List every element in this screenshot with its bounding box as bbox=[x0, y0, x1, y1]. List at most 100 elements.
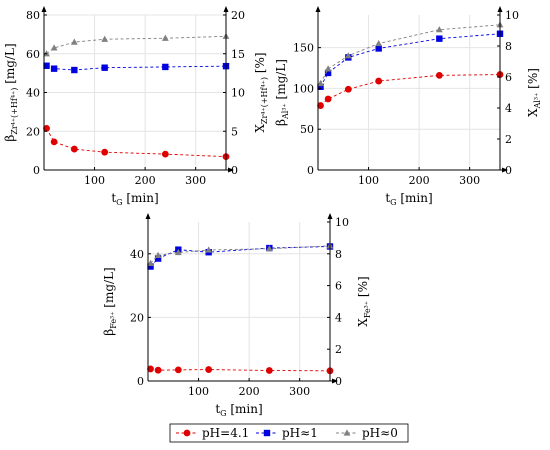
series-circle bbox=[317, 71, 504, 109]
y2-tick-label: 6 bbox=[505, 71, 512, 84]
data-point bbox=[375, 77, 383, 85]
y-tick-label: 100 bbox=[293, 82, 314, 95]
series-triangle bbox=[147, 242, 334, 266]
data-point bbox=[436, 35, 443, 42]
data-point bbox=[101, 64, 108, 71]
data-point bbox=[161, 150, 169, 158]
y2-tick-label: 4 bbox=[505, 102, 512, 115]
chart-fe: 100 200 300 0 20 40 0 2 4 6 8 10 tG [min] βFe³⁺ [mg/L… bbox=[102, 213, 372, 418]
series-circle bbox=[147, 365, 334, 375]
y2-tick-label: 20 bbox=[231, 9, 245, 22]
series-triangle bbox=[43, 32, 230, 57]
legend-entry: pH≈1 bbox=[256, 426, 318, 440]
series-line bbox=[46, 128, 227, 158]
x-tick-label: 300 bbox=[459, 174, 480, 187]
series-square bbox=[43, 62, 230, 74]
y2-tick-label: 8 bbox=[335, 248, 342, 261]
y-axis-arrow bbox=[315, 6, 321, 12]
y2-axis-arrow bbox=[223, 6, 229, 12]
axes bbox=[147, 217, 334, 382]
x-tick-label: 100 bbox=[358, 174, 379, 187]
y2-tick-label: 10 bbox=[505, 9, 519, 22]
legend-entry: pH=4.1 bbox=[176, 426, 249, 440]
series-triangle bbox=[317, 21, 504, 87]
y-tick-label: 20 bbox=[26, 125, 40, 138]
axes bbox=[43, 10, 230, 171]
legend-marker bbox=[183, 429, 191, 437]
data-point bbox=[50, 44, 58, 51]
data-point bbox=[70, 38, 78, 45]
grid bbox=[318, 15, 500, 171]
y2-axis-label: XZr⁴⁺(+Hf⁴⁺) [%] bbox=[253, 52, 269, 132]
data-point bbox=[43, 62, 50, 69]
data-point bbox=[174, 248, 182, 256]
y2-tick-label: 15 bbox=[231, 48, 245, 61]
x-axis-arrow bbox=[502, 167, 508, 173]
y2-axis-arrow bbox=[497, 6, 503, 12]
data-point bbox=[344, 52, 352, 59]
data-point bbox=[265, 367, 273, 374]
y-tick-label: 20 bbox=[130, 311, 144, 324]
data-point bbox=[324, 95, 332, 103]
series-square bbox=[317, 30, 504, 90]
data-point bbox=[71, 66, 78, 74]
data-point bbox=[50, 65, 58, 72]
series-circle bbox=[43, 124, 230, 161]
legend: pH=4.1 pH≈1 pH≈0 bbox=[169, 423, 409, 443]
y2-tick-label: 4 bbox=[335, 311, 342, 324]
y-tick-label: 80 bbox=[26, 9, 40, 22]
chart-zr: 100 200 300 0 20 40 60 80 0 5 10 15 20 tG [min] βZr⁴⁺(… bbox=[3, 6, 269, 207]
y2-axis-label: XAl³⁺ [%] bbox=[526, 68, 542, 117]
data-point bbox=[154, 251, 162, 258]
data-point bbox=[317, 83, 324, 90]
y2-axis-arrow bbox=[327, 213, 333, 219]
y-tick-label: 40 bbox=[130, 248, 144, 261]
data-point bbox=[324, 65, 332, 72]
y-tick-label: 150 bbox=[293, 42, 314, 55]
y2-tick-label: 5 bbox=[231, 125, 238, 138]
y-tick-label: 40 bbox=[26, 87, 40, 100]
data-point bbox=[147, 263, 154, 270]
data-point bbox=[101, 148, 109, 156]
data-point bbox=[154, 366, 162, 374]
chart-al: 100 200 300 0 50 100 150 0 2 4 6 8 10 tG [min] βAl³⁺ [… bbox=[274, 6, 542, 207]
grid bbox=[44, 14, 226, 171]
x-tick-label: 100 bbox=[188, 385, 209, 398]
y-tick-label: 60 bbox=[26, 48, 40, 61]
data-point bbox=[147, 259, 154, 266]
legend-marker bbox=[263, 429, 271, 437]
x-axis-arrow bbox=[332, 378, 338, 384]
data-point bbox=[154, 255, 162, 262]
y-tick-label: 50 bbox=[300, 123, 314, 136]
y2-axis-label: XFe³⁺ [%] bbox=[356, 276, 372, 326]
data-point bbox=[435, 71, 443, 79]
legend-marker bbox=[343, 429, 351, 436]
y2-tick-label: 10 bbox=[231, 87, 245, 100]
legend-label: pH≈0 bbox=[362, 426, 398, 440]
data-point bbox=[375, 39, 383, 47]
data-point bbox=[205, 366, 213, 373]
data-point bbox=[147, 365, 154, 373]
y-axis-label: βAl³⁺ [mg/L] bbox=[274, 59, 290, 126]
legend-label: pH≈1 bbox=[282, 426, 318, 440]
y2-tick-label: 6 bbox=[335, 280, 342, 293]
data-point bbox=[43, 124, 50, 132]
data-point bbox=[375, 45, 382, 52]
x-axis-label: tG [min] bbox=[215, 402, 262, 418]
legend-box bbox=[169, 423, 409, 443]
y2-tick-label: 2 bbox=[335, 343, 342, 356]
x-tick-label: 300 bbox=[289, 385, 310, 398]
y-axis-arrow bbox=[41, 6, 47, 12]
data-point bbox=[50, 138, 58, 146]
series-line bbox=[150, 245, 331, 264]
x-tick-label: 200 bbox=[409, 174, 430, 187]
series-square bbox=[147, 243, 334, 270]
x-axis-label: tG [min] bbox=[111, 191, 158, 207]
x-tick-label: 300 bbox=[185, 174, 206, 187]
grid bbox=[148, 222, 330, 382]
data-point bbox=[205, 246, 213, 253]
data-point bbox=[162, 63, 169, 71]
y2-tick-label: 8 bbox=[505, 40, 512, 53]
data-point bbox=[161, 34, 169, 41]
